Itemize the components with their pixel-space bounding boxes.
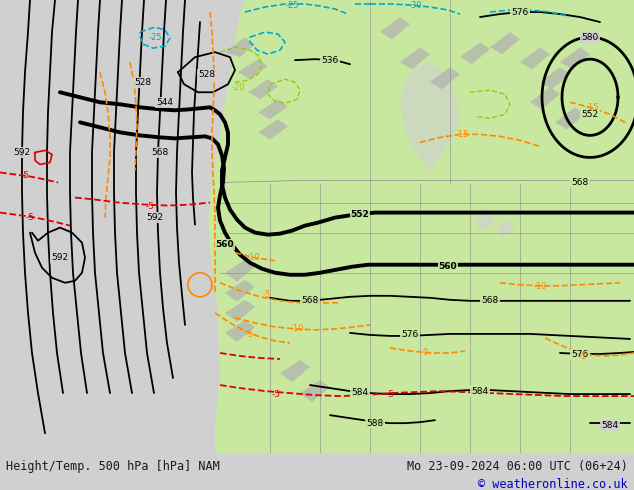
Text: -5: -5 bbox=[25, 213, 34, 222]
Text: © weatheronline.co.uk: © weatheronline.co.uk bbox=[478, 478, 628, 490]
Text: 568: 568 bbox=[481, 296, 498, 305]
Polygon shape bbox=[560, 47, 590, 69]
Text: 536: 536 bbox=[321, 56, 339, 65]
Text: 0: 0 bbox=[422, 348, 427, 358]
Text: 576: 576 bbox=[571, 350, 588, 360]
Text: -20: -20 bbox=[231, 83, 245, 92]
Polygon shape bbox=[225, 260, 255, 282]
Text: -5: -5 bbox=[385, 390, 394, 398]
Text: -10: -10 bbox=[290, 324, 304, 333]
Polygon shape bbox=[300, 380, 330, 402]
Polygon shape bbox=[540, 67, 570, 89]
Text: -5: -5 bbox=[263, 290, 271, 299]
Polygon shape bbox=[225, 37, 255, 57]
Polygon shape bbox=[490, 32, 520, 54]
Polygon shape bbox=[225, 280, 255, 302]
Polygon shape bbox=[225, 300, 255, 322]
Text: 592: 592 bbox=[146, 213, 164, 222]
Text: 528: 528 bbox=[198, 70, 216, 79]
Polygon shape bbox=[0, 0, 245, 453]
Text: 552: 552 bbox=[351, 210, 370, 219]
Text: 528: 528 bbox=[134, 78, 152, 87]
Polygon shape bbox=[280, 360, 310, 382]
Text: -15: -15 bbox=[455, 130, 469, 139]
Text: 592: 592 bbox=[51, 253, 68, 262]
Text: 552: 552 bbox=[581, 110, 598, 119]
Text: 576: 576 bbox=[401, 330, 418, 340]
Text: -30: -30 bbox=[408, 0, 422, 9]
Polygon shape bbox=[530, 87, 560, 109]
Text: 568: 568 bbox=[571, 178, 588, 187]
Text: 576: 576 bbox=[512, 7, 529, 17]
Text: -5: -5 bbox=[145, 202, 155, 211]
Polygon shape bbox=[520, 47, 550, 69]
Text: -5: -5 bbox=[271, 390, 280, 398]
Polygon shape bbox=[400, 62, 460, 172]
Polygon shape bbox=[238, 59, 268, 79]
Text: 584: 584 bbox=[602, 421, 619, 430]
Text: 588: 588 bbox=[366, 418, 384, 428]
Polygon shape bbox=[400, 47, 430, 69]
Polygon shape bbox=[555, 107, 585, 129]
Text: 568: 568 bbox=[301, 296, 319, 305]
Polygon shape bbox=[430, 67, 460, 89]
Text: -25: -25 bbox=[285, 0, 299, 9]
Text: 568: 568 bbox=[152, 148, 169, 157]
Polygon shape bbox=[225, 320, 255, 342]
Text: -25: -25 bbox=[148, 33, 162, 42]
Text: -15: -15 bbox=[585, 103, 598, 112]
Text: 584: 584 bbox=[472, 387, 489, 395]
Text: -1: -1 bbox=[579, 352, 587, 362]
Text: 592: 592 bbox=[13, 148, 30, 157]
Polygon shape bbox=[258, 99, 288, 120]
Polygon shape bbox=[248, 79, 278, 99]
Text: 560: 560 bbox=[216, 240, 235, 249]
Text: 580: 580 bbox=[581, 33, 598, 42]
Polygon shape bbox=[380, 17, 410, 39]
Text: -10: -10 bbox=[246, 253, 260, 262]
Text: 560: 560 bbox=[439, 262, 457, 271]
Polygon shape bbox=[475, 213, 495, 233]
Text: -5: -5 bbox=[246, 330, 254, 340]
Text: -10: -10 bbox=[533, 282, 547, 291]
Text: 544: 544 bbox=[157, 98, 174, 107]
Polygon shape bbox=[208, 0, 634, 453]
Polygon shape bbox=[258, 120, 288, 139]
Text: 584: 584 bbox=[351, 388, 368, 396]
Polygon shape bbox=[498, 220, 515, 238]
Text: Height/Temp. 500 hPa [hPa] NAM: Height/Temp. 500 hPa [hPa] NAM bbox=[6, 460, 220, 473]
Text: Mo 23-09-2024 06:00 UTC (06+24): Mo 23-09-2024 06:00 UTC (06+24) bbox=[407, 460, 628, 473]
Text: -5: -5 bbox=[20, 171, 30, 180]
Polygon shape bbox=[460, 42, 490, 64]
